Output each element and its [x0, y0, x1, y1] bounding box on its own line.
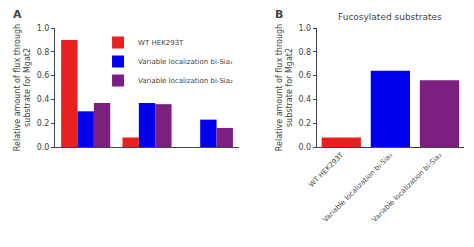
- svg-text:0.2: 0.2: [37, 119, 50, 128]
- svg-text:0.4: 0.4: [37, 95, 50, 104]
- svg-text:Variable localization bi-Sia₂: Variable localization bi-Sia₂: [138, 77, 233, 85]
- svg-text:Variable localization bi-Sia₁: Variable localization bi-Sia₁: [138, 58, 233, 66]
- svg-text:0.0: 0.0: [37, 143, 50, 152]
- svg-text:Variable localization bi-Sia₂: Variable localization bi-Sia₂: [371, 151, 444, 224]
- svg-text:0.0: 0.0: [298, 143, 311, 152]
- svg-text:WT HEK293T: WT HEK293T: [138, 39, 184, 47]
- svg-text:Variable localization bi-Sia₁: Variable localization bi-Sia₁: [322, 151, 395, 224]
- svg-text:0.6: 0.6: [37, 71, 50, 80]
- svg-text:Relative amount of flux throug: Relative amount of flux throughsubstrate…: [13, 24, 32, 151]
- svg-text:WT HEK293T: WT HEK293T: [307, 151, 345, 189]
- svg-text:0.6: 0.6: [298, 71, 311, 80]
- svg-text:0.2: 0.2: [298, 119, 311, 128]
- svg-text:0.8: 0.8: [37, 48, 50, 57]
- svg-text:B: B: [275, 8, 283, 21]
- svg-text:1.0: 1.0: [37, 24, 50, 33]
- svg-text:0.4: 0.4: [298, 95, 311, 104]
- svg-text:Fucosylated substrates: Fucosylated substrates: [338, 12, 442, 22]
- svg-text:A: A: [13, 8, 22, 21]
- svg-text:1.0: 1.0: [298, 24, 311, 33]
- svg-text:Relative amount of flux throug: Relative amount of flux throughsubstrate…: [275, 24, 294, 151]
- svg-text:0.8: 0.8: [298, 48, 311, 57]
